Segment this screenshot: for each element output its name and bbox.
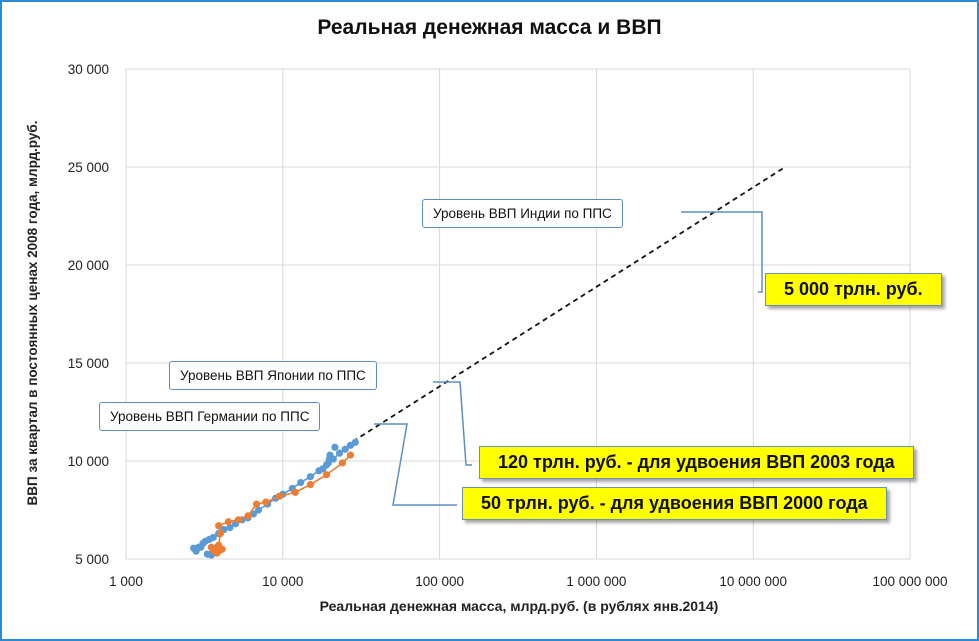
data-point-0	[319, 465, 327, 473]
y-tick-label: 15 000	[68, 356, 109, 371]
y-tick-label: 25 000	[68, 160, 109, 175]
x-tick-label: 10 000	[262, 574, 303, 589]
data-point-0	[351, 438, 359, 446]
data-point-1	[215, 541, 223, 549]
y-tick-label: 20 000	[68, 258, 109, 273]
x-axis-label: Реальная денежная масса, млрд.руб. (в ру…	[319, 598, 719, 614]
data-point-1	[244, 512, 252, 520]
data-point-0	[325, 455, 333, 463]
label-germany-target: 50 трлн. руб. - для удвоения ВВП 2000 го…	[462, 487, 887, 520]
leader-india	[681, 211, 763, 293]
data-point-0	[335, 449, 344, 457]
data-point-0	[306, 473, 315, 481]
y-tick-label: 10 000	[68, 454, 109, 469]
label-india-target: 5 000 трлн. руб.	[765, 273, 942, 306]
x-tick-label: 10 000 000	[719, 574, 787, 589]
data-point-0	[209, 533, 217, 542]
leader-japan	[433, 381, 472, 466]
data-point-0	[331, 443, 339, 451]
y-tick-label: 5 000	[75, 552, 109, 567]
series-line-1	[210, 454, 351, 555]
y-tick-label: 30 000	[68, 62, 109, 77]
data-point-1	[224, 518, 233, 526]
data-point-1	[216, 529, 225, 538]
data-point-1	[275, 492, 283, 500]
data-point-1	[291, 488, 299, 496]
data-point-1	[322, 471, 331, 479]
callout-germany: Уровень ВВП Германии по ППС	[99, 402, 321, 431]
leader-germany	[374, 423, 457, 506]
data-point-1	[234, 516, 242, 524]
x-tick-label: 100 000	[415, 574, 464, 589]
data-point-1	[346, 451, 355, 459]
data-point-0	[341, 445, 349, 453]
data-point-1	[338, 459, 347, 467]
callout-india: Уровень ВВП Индии по ППС	[422, 199, 623, 228]
x-tick-label: 1 000 000	[566, 574, 626, 589]
data-point-1	[209, 546, 217, 554]
x-tick-label: 100 000 000	[872, 574, 947, 589]
chart-title: Реальная денежная масса и ВВП	[317, 16, 662, 39]
data-point-1	[252, 500, 261, 508]
x-tick-label: 1 000	[109, 574, 143, 589]
data-point-1	[215, 522, 223, 530]
callout-japan: Уровень ВВП Японии по ППС	[169, 361, 377, 390]
data-point-0	[254, 506, 263, 514]
data-point-1	[262, 498, 270, 506]
data-point-0	[226, 524, 234, 532]
label-japan-target: 120 трлн. руб. - для удвоения ВВП 2003 г…	[479, 446, 914, 479]
data-point-1	[306, 480, 315, 489]
data-point-0	[297, 478, 305, 487]
y-axis-label: ВВП за квартал в постоянных ценах 2008 г…	[25, 120, 40, 506]
